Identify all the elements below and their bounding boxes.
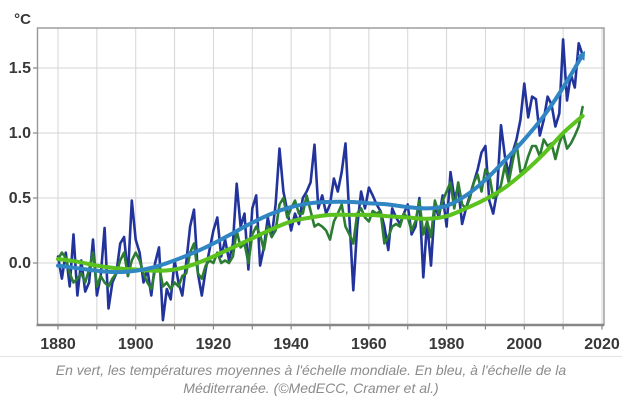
caption-line-2: Méditerranée. (©MedECC, Cramer et al.) (183, 380, 439, 396)
x-tick-label: 1900 (118, 336, 154, 353)
y-tick-label: 0.5 (9, 190, 31, 207)
y-tick-label: 1.5 (9, 60, 31, 77)
x-tick-label: 1960 (351, 336, 387, 353)
y-tick-label: 1.0 (9, 125, 31, 142)
chart-canvas: 1880 1900 1920 1940 1960 1980 2000 2020 0.0 0.5 1.… (9, 11, 620, 353)
x-tick-label: 1940 (273, 336, 309, 353)
caption-line-1: En vert, les températures moyennes à l'é… (55, 362, 567, 378)
series-mediterranean_smoothed-arrowhead (576, 50, 586, 61)
y-tick-label: 0.0 (9, 255, 31, 272)
x-tick-label: 2020 (584, 336, 620, 353)
series-global_annual-line (56, 105, 584, 291)
figure-caption: En vert, les températures moyennes à l'é… (0, 361, 622, 397)
x-tick-label: 1880 (40, 336, 76, 353)
series-mediterranean_smoothed-line (56, 53, 585, 275)
figure-bottom-divider (0, 356, 622, 357)
x-tick-label: 1980 (429, 336, 465, 353)
x-tick-label: 1920 (196, 336, 232, 353)
x-tick-label: 2000 (506, 336, 542, 353)
y-axis-unit-label: °C (14, 11, 31, 28)
temperature-anomaly-chart: 1880 1900 1920 1940 1960 1980 2000 2020 0.0 0.5 1.… (9, 11, 620, 353)
